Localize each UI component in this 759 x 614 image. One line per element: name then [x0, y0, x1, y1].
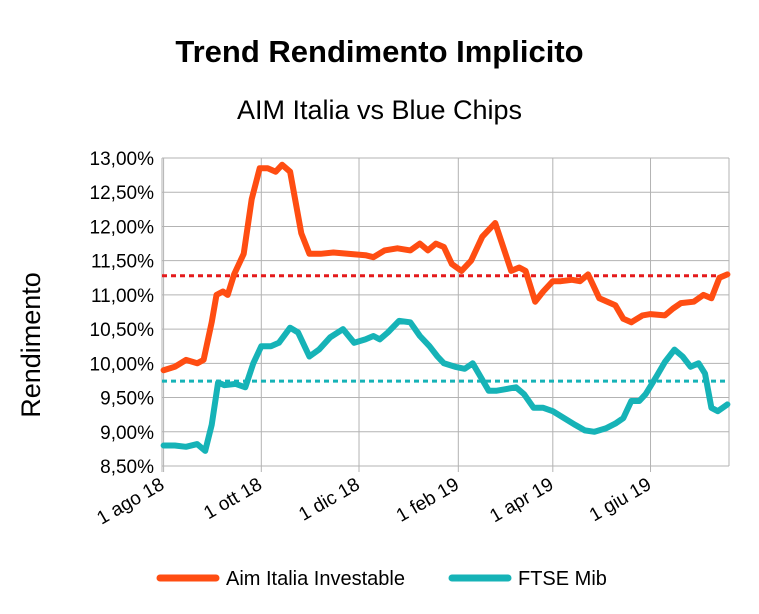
x-tick-label: 1 ott 18: [200, 474, 265, 524]
y-tick-label: 11,50%: [91, 252, 154, 273]
y-tick-label: 9,50%: [100, 389, 154, 410]
x-tick-label: 1 dic 18: [295, 474, 363, 525]
chart-subtitle: AIM Italia vs Blue Chips: [236, 95, 523, 125]
y-tick-label: 11,00%: [91, 286, 154, 307]
y-tick-label: 10,50%: [90, 320, 155, 341]
x-axis-ticks: 1 ago 18 1 ott 18 1 dic 18 1 feb 19 1 apr 19…: [94, 466, 655, 529]
x-tick-label: 1 apr 19: [486, 474, 557, 527]
y-tick-label: 9,00%: [100, 423, 154, 444]
reference-lines: [162, 274, 729, 383]
series-line-1: [160, 317, 731, 454]
y-tick-label: 13,00%: [90, 149, 155, 170]
series-line-0: [160, 161, 731, 374]
x-tick-label: 1 feb 19: [393, 474, 463, 527]
x-tick-label: 1 giu 19: [586, 474, 655, 526]
y-axis-ticks: 8,50% 9,00% 9,50% 10,00% 10,50% 11,00% 11,50% 1…: [90, 149, 155, 478]
legend: Aim Italia Investable FTSE Mib: [156, 568, 607, 590]
y-axis-label: Rendimento: [16, 272, 46, 418]
legend-label-1: FTSE Mib: [518, 568, 607, 590]
grid: [161, 157, 730, 472]
y-tick-label: 10,00%: [90, 354, 155, 375]
x-tick-label: 1 ago 18: [94, 474, 169, 529]
series-lines: [160, 161, 731, 454]
legend-label-0: Aim Italia Investable: [226, 568, 405, 590]
y-tick-label: 12,50%: [90, 183, 155, 204]
y-tick-label: 12,00%: [90, 217, 155, 238]
y-tick-label: 8,50%: [100, 457, 154, 478]
chart-title: Trend Rendimento Implicito: [175, 34, 584, 69]
